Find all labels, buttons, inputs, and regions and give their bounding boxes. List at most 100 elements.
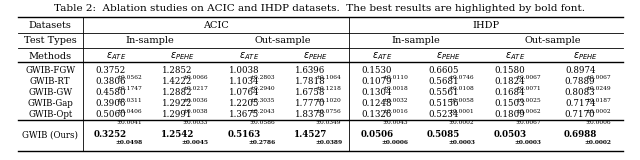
Text: ±0.0038: ±0.0038 xyxy=(182,109,208,114)
Text: ±0.0067: ±0.0067 xyxy=(515,120,541,125)
Text: ±0.2786: ±0.2786 xyxy=(248,140,276,145)
Text: 1.8378: 1.8378 xyxy=(295,110,326,119)
Text: ±0.0018: ±0.0018 xyxy=(382,86,408,92)
Text: 0.1809: 0.1809 xyxy=(495,110,525,119)
Text: 0.1580: 0.1580 xyxy=(495,66,525,75)
Text: 0.5163: 0.5163 xyxy=(227,130,260,139)
Text: 0.0506: 0.0506 xyxy=(360,130,394,139)
Text: 0.1684: 0.1684 xyxy=(495,88,525,97)
Text: ±0.1747: ±0.1747 xyxy=(116,86,141,92)
Text: 0.3806: 0.3806 xyxy=(95,77,126,86)
Text: 1.2205: 1.2205 xyxy=(228,99,259,108)
Text: ±0.0043: ±0.0043 xyxy=(382,120,408,125)
Text: ±0.0498: ±0.0498 xyxy=(115,140,143,145)
Text: ±0.0349: ±0.0349 xyxy=(316,120,341,125)
Text: 1.1034: 1.1034 xyxy=(228,77,259,86)
Text: Methods: Methods xyxy=(29,52,72,61)
Text: ±0.3035: ±0.3035 xyxy=(249,98,275,103)
Text: ±0.0249: ±0.0249 xyxy=(586,86,611,92)
Text: $\epsilon_{PEHE}$: $\epsilon_{PEHE}$ xyxy=(436,50,461,62)
Text: GWIB (Ours): GWIB (Ours) xyxy=(22,130,78,139)
Text: 0.5561: 0.5561 xyxy=(428,88,459,97)
Text: ±0.2940: ±0.2940 xyxy=(249,86,275,92)
Text: 0.5681: 0.5681 xyxy=(428,77,459,86)
Text: $\epsilon_{PEHE}$: $\epsilon_{PEHE}$ xyxy=(303,50,328,62)
Text: 1.7818: 1.7818 xyxy=(295,77,326,86)
Text: ±0.0045: ±0.0045 xyxy=(182,140,209,145)
Text: In-sample: In-sample xyxy=(125,36,174,45)
Text: ±0.0006: ±0.0006 xyxy=(381,140,408,145)
Text: ±0.0406: ±0.0406 xyxy=(116,109,141,114)
Text: $\epsilon_{PEHE}$: $\epsilon_{PEHE}$ xyxy=(573,50,598,62)
Text: ±0.0032: ±0.0032 xyxy=(382,98,408,103)
Text: 1.4527: 1.4527 xyxy=(294,130,327,139)
Text: ±0.0025: ±0.0025 xyxy=(515,98,541,103)
Text: 0.6605: 0.6605 xyxy=(428,66,459,75)
Text: ±0.0058: ±0.0058 xyxy=(449,98,474,103)
Text: ±0.0002: ±0.0002 xyxy=(449,120,474,125)
Text: $\epsilon_{ATE}$: $\epsilon_{ATE}$ xyxy=(106,50,126,62)
Text: ±0.0071: ±0.0071 xyxy=(515,86,541,92)
Text: ±0.0217: ±0.0217 xyxy=(182,86,208,92)
Text: 1.2882: 1.2882 xyxy=(162,88,193,97)
Text: ±0.1020: ±0.1020 xyxy=(316,98,341,103)
Text: GWIB-Gap: GWIB-Gap xyxy=(28,99,73,108)
Text: 1.6396: 1.6396 xyxy=(295,66,326,75)
Text: ±0.0062: ±0.0062 xyxy=(515,109,541,114)
Text: 1.7770: 1.7770 xyxy=(295,99,326,108)
Text: ±0.0003: ±0.0003 xyxy=(448,140,475,145)
Text: Test Types: Test Types xyxy=(24,36,77,45)
Text: ±0.0006: ±0.0006 xyxy=(586,120,611,125)
Text: Out-sample: Out-sample xyxy=(524,36,580,45)
Text: ±0.0002: ±0.0002 xyxy=(586,109,611,114)
Text: 0.1248: 0.1248 xyxy=(362,99,392,108)
Text: 1.3675: 1.3675 xyxy=(228,110,259,119)
Text: 1.4222: 1.4222 xyxy=(162,77,193,86)
Text: 0.8974: 0.8974 xyxy=(565,66,595,75)
Text: 1.6758: 1.6758 xyxy=(295,88,326,97)
Text: ±0.0756: ±0.0756 xyxy=(316,109,341,114)
Text: $\epsilon_{PEHE}$: $\epsilon_{PEHE}$ xyxy=(170,50,195,62)
Text: ±0.0562: ±0.0562 xyxy=(116,75,141,80)
Text: 0.1530: 0.1530 xyxy=(362,66,392,75)
Text: ±0.1218: ±0.1218 xyxy=(316,86,341,92)
Text: $\epsilon_{ATE}$: $\epsilon_{ATE}$ xyxy=(372,50,392,62)
Text: 0.1326: 0.1326 xyxy=(362,110,392,119)
Text: 0.5085: 0.5085 xyxy=(427,130,460,139)
Text: 0.4580: 0.4580 xyxy=(95,88,126,97)
Text: 1.2991: 1.2991 xyxy=(162,110,193,119)
Text: ±0.0033: ±0.0033 xyxy=(182,120,208,125)
Text: Out-sample: Out-sample xyxy=(254,36,311,45)
Text: 0.1079: 0.1079 xyxy=(362,77,392,86)
Text: Datasets: Datasets xyxy=(29,21,72,30)
Text: GWIB-GW: GWIB-GW xyxy=(28,88,72,97)
Text: ±0.0311: ±0.0311 xyxy=(116,98,141,103)
Text: ±0.0586: ±0.0586 xyxy=(249,120,275,125)
Text: 0.5234: 0.5234 xyxy=(428,110,458,119)
Text: ±0.2803: ±0.2803 xyxy=(249,75,275,80)
Text: 0.3906: 0.3906 xyxy=(95,99,126,108)
Text: ±0.0066: ±0.0066 xyxy=(182,75,208,80)
Text: ±0.0003: ±0.0003 xyxy=(515,140,541,145)
Text: 0.1824: 0.1824 xyxy=(495,77,525,86)
Text: ±0.2043: ±0.2043 xyxy=(249,109,275,114)
Text: 0.3752: 0.3752 xyxy=(95,66,126,75)
Text: 0.3252: 0.3252 xyxy=(94,130,127,139)
Text: 1.2922: 1.2922 xyxy=(162,99,193,108)
Text: 0.6988: 0.6988 xyxy=(563,130,597,139)
Text: 1.0038: 1.0038 xyxy=(228,66,259,75)
Text: ±0.0110: ±0.0110 xyxy=(382,75,408,80)
Text: 0.8083: 0.8083 xyxy=(565,88,595,97)
Text: ±0.0067: ±0.0067 xyxy=(586,75,611,80)
Text: 0.1503: 0.1503 xyxy=(495,99,525,108)
Text: ±0.0001: ±0.0001 xyxy=(449,109,474,114)
Text: ±0.0389: ±0.0389 xyxy=(315,140,342,145)
Text: IHDP: IHDP xyxy=(472,21,499,30)
Text: 1.2852: 1.2852 xyxy=(162,66,193,75)
Text: GWIB-RT: GWIB-RT xyxy=(30,77,70,86)
Text: 1.0764: 1.0764 xyxy=(228,88,259,97)
Text: GWIB-FGW: GWIB-FGW xyxy=(25,66,76,75)
Text: Table 2:  Ablation studies on ACIC and IHDP datasets.  The best results are high: Table 2: Ablation studies on ACIC and IH… xyxy=(54,4,586,13)
Text: 0.7170: 0.7170 xyxy=(565,110,595,119)
Text: $\epsilon_{ATE}$: $\epsilon_{ATE}$ xyxy=(239,50,259,62)
